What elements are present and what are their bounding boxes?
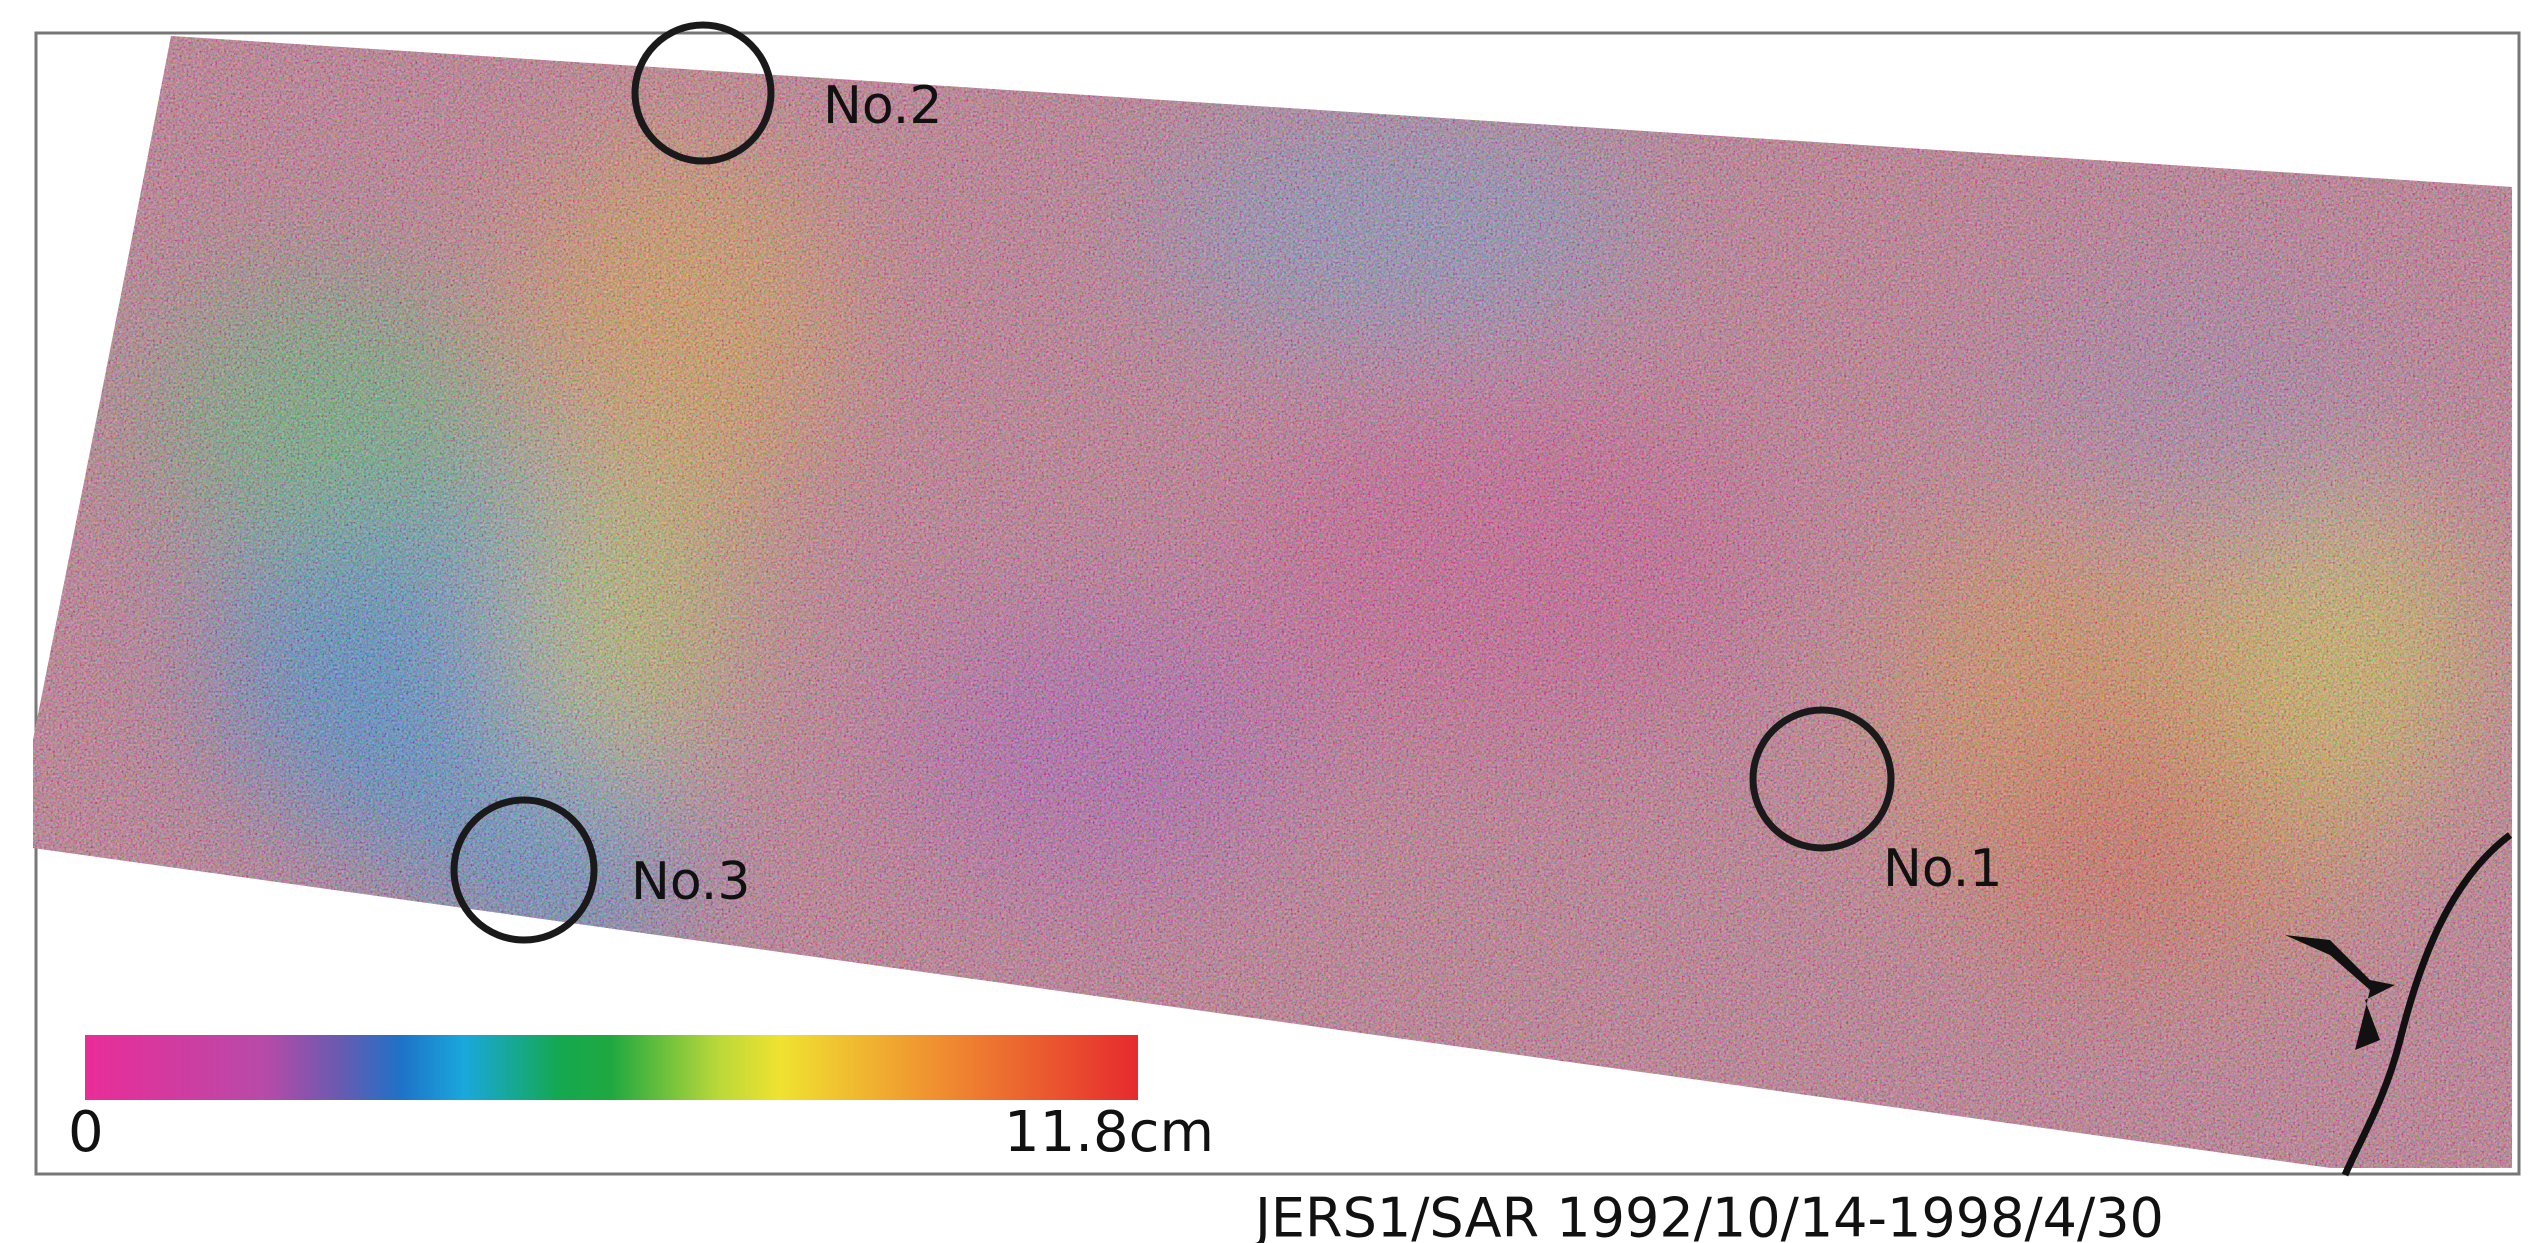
- marker-circle: [631, 21, 775, 165]
- colorbar: [85, 1035, 1138, 1100]
- marker-label: No.3: [631, 852, 750, 912]
- colorbar-max-label: 11.8cm: [1004, 1100, 1214, 1165]
- marker-label: No.2: [823, 76, 942, 136]
- coastline: [2341, 832, 2513, 1177]
- marker-circle: [1749, 706, 1895, 852]
- frame: [34, 31, 2521, 1176]
- caption: JERS1/SAR 1992/10/14-1998/4/30: [1252, 1187, 2164, 1243]
- river-mouth: [2285, 935, 2395, 1050]
- marker-label: No.1: [1883, 839, 2002, 899]
- marker-circle: [450, 796, 598, 944]
- colorbar-min-label: 0: [68, 1100, 104, 1165]
